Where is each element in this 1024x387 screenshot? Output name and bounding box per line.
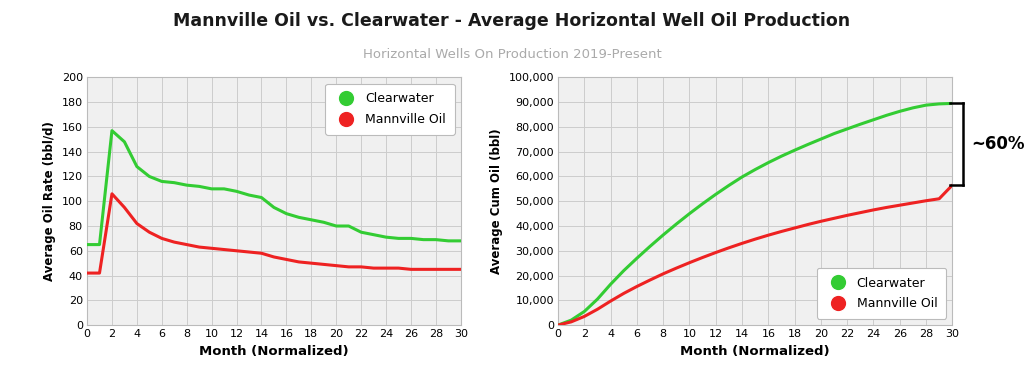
Y-axis label: Average Cum Oil (bbl): Average Cum Oil (bbl) bbox=[489, 128, 503, 274]
Legend: Clearwater, Mannville Oil: Clearwater, Mannville Oil bbox=[816, 268, 946, 319]
X-axis label: Month (Normalized): Month (Normalized) bbox=[199, 345, 349, 358]
Text: Mannville Oil vs. Clearwater - Average Horizontal Well Oil Production: Mannville Oil vs. Clearwater - Average H… bbox=[173, 12, 851, 30]
Text: ~60%: ~60% bbox=[971, 135, 1024, 153]
Text: Horizontal Wells On Production 2019-Present: Horizontal Wells On Production 2019-Pres… bbox=[362, 48, 662, 62]
Legend: Clearwater, Mannville Oil: Clearwater, Mannville Oil bbox=[325, 84, 455, 135]
X-axis label: Month (Normalized): Month (Normalized) bbox=[680, 345, 830, 358]
Y-axis label: Average Oil Rate (bbl/d): Average Oil Rate (bbl/d) bbox=[43, 121, 56, 281]
